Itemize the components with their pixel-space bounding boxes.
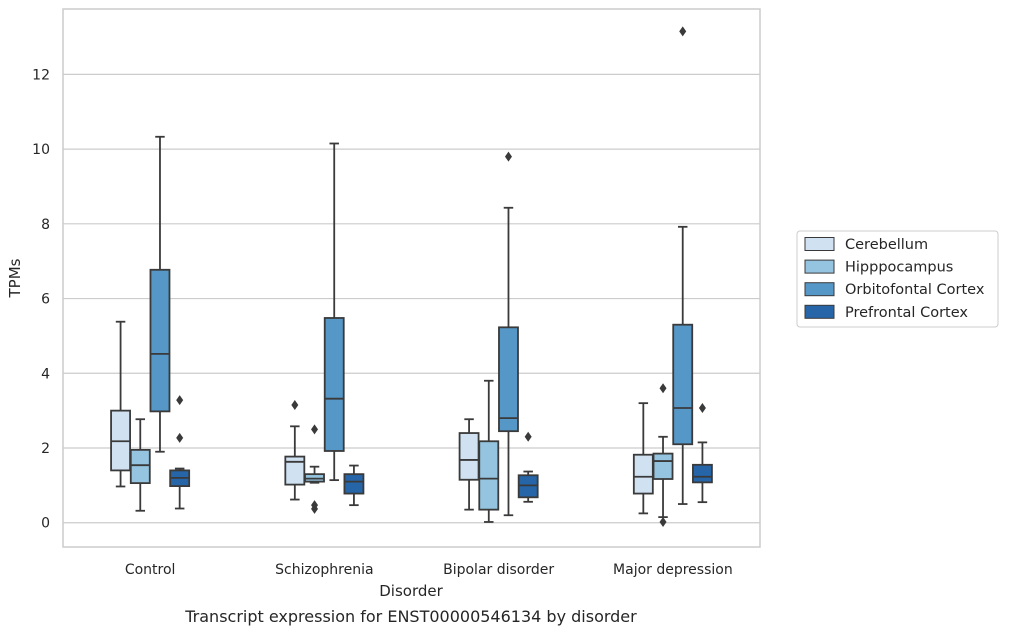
box-major-depression-cerebellum [632,402,654,515]
y-tick-label-0: 0 [41,516,50,532]
y-tick-label-6: 6 [41,292,50,308]
legend-label-hipppocampus: Hipppocampus [845,260,953,276]
box-body-schizophrenia-prefrontal-cortex [343,473,365,495]
legend-label-cerebellum: Cerebellum [845,237,928,253]
chart-caption: Transcript expression for ENST0000054613… [184,607,637,626]
x-axis-label: Disorder [379,582,443,600]
legend-swatch-prefrontal-cortex [804,304,835,319]
outlier-schizophrenia-hipppocampus-1 [311,500,319,511]
box-major-depression-prefrontal-cortex [692,403,713,504]
outlier-major-depression-orbitofontal-cortex-0 [679,26,687,37]
legend-frame [796,230,999,328]
outlier-schizophrenia-hipppocampus-2 [311,424,319,435]
box-major-depression-orbitofontal-cortex [672,26,694,505]
legend-swatch-hipppocampus [804,259,835,274]
box-schizophrenia-prefrontal-cortex [343,464,365,507]
legend-label-prefrontal-cortex: Prefrontal Cortex [845,305,968,321]
box-schizophrenia-orbitofontal-cortex [323,142,345,482]
box-body-schizophrenia-orbitofontal-cortex [323,317,345,452]
x-tick-labels: Control Schizophrenia Bipolar disorder Majo… [125,562,733,578]
y-tick-label-8: 8 [41,217,50,233]
box-control-orbitofontal-cortex [149,135,171,453]
box-bipolar-disorder-prefrontal-cortex [517,431,539,503]
box-body-bipolar-disorder-hipppocampus [478,440,500,511]
box-bipolar-disorder-orbitofontal-cortex [498,151,519,517]
box-control-prefrontal-cortex [169,395,191,510]
y-tick-labels: 0 2 4 6 8 10 12 [32,67,50,531]
outlier-major-depression-hipppocampus-1 [659,383,667,394]
box-body-major-depression-orbitofontal-cortex [672,323,694,446]
outlier-major-depression-prefrontal-cortex-0 [698,403,706,414]
legend-swatch-orbitofontal-cortex [804,282,835,297]
y-axis-label: TPMs [6,258,24,298]
box-body-bipolar-disorder-cerebellum [458,432,480,481]
box-control-hipppocampus [129,418,151,512]
x-tick-label-schizophrenia: Schizophrenia [275,562,373,578]
outlier-bipolar-disorder-orbitofontal-cortex-0 [504,151,512,162]
grid-lines [63,73,760,524]
box-body-major-depression-hipppocampus [652,452,674,480]
box-body-control-orbitofontal-cortex [149,268,171,413]
y-tick-label-12: 12 [32,67,50,83]
x-tick-label-bipolar-disorder: Bipolar disorder [443,562,554,578]
y-tick-label-10: 10 [32,142,50,158]
y-tick-label-4: 4 [41,366,50,382]
y-tick-label-2: 2 [41,441,50,457]
box-bipolar-disorder-hipppocampus [478,379,500,523]
outlier-control-prefrontal-cortex-1 [176,395,184,406]
box-body-bipolar-disorder-orbitofontal-cortex [498,326,519,433]
outlier-schizophrenia-cerebellum-0 [291,400,299,411]
outlier-major-depression-hipppocampus-0 [659,516,667,527]
legend-swatch-cerebellum [804,237,835,251]
outlier-control-prefrontal-cortex-0 [176,432,184,443]
outlier-bipolar-disorder-prefrontal-cortex-0 [524,431,532,442]
x-tick-label-control: Control [125,562,176,578]
box-schizophrenia-cerebellum [284,400,306,501]
legend-label-orbitofontal-cortex: Orbitofontal Cortex [845,282,985,298]
box-body-control-hipppocampus [129,448,151,485]
legend: Cerebellum Hipppocampus Orbitofontal Corte… [796,230,999,328]
box-body-major-depression-prefrontal-cortex [692,463,713,484]
box-schizophrenia-hipppocampus [304,424,325,514]
box-body-bipolar-disorder-prefrontal-cortex [517,474,539,499]
box-major-depression-hipppocampus [652,383,674,527]
box-body-major-depression-cerebellum [632,453,654,495]
box-series [110,26,713,527]
plot-frame [62,8,761,548]
box-control-cerebellum [110,320,131,488]
box-body-schizophrenia-cerebellum [284,455,306,486]
x-tick-label-major-depression: Major depression [613,562,733,578]
